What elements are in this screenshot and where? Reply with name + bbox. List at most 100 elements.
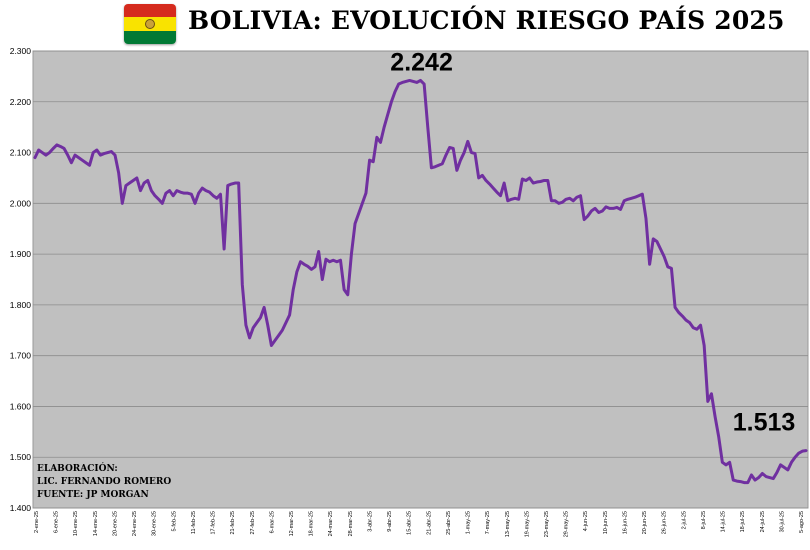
- data-point: [347, 294, 349, 296]
- data-point: [671, 268, 673, 270]
- data-point: [467, 141, 469, 143]
- data-point: [314, 266, 316, 268]
- data-point: [576, 196, 578, 198]
- data-point: [580, 195, 582, 197]
- data-point: [732, 479, 734, 481]
- data-point: [201, 187, 203, 189]
- data-point: [496, 191, 498, 193]
- data-point: [434, 166, 436, 168]
- data-point: [489, 183, 491, 185]
- data-point: [703, 345, 705, 347]
- data-point: [529, 177, 531, 179]
- data-point: [431, 167, 433, 169]
- data-point: [343, 289, 345, 291]
- data-point: [605, 206, 607, 208]
- data-point: [525, 180, 527, 182]
- data-point: [522, 178, 524, 180]
- x-tick-label: 12-mar-25: [289, 511, 295, 536]
- data-point: [140, 190, 142, 192]
- data-point: [111, 151, 113, 153]
- data-point: [45, 154, 47, 156]
- x-tick-label: 7-may-25: [485, 511, 491, 534]
- data-point: [132, 180, 134, 182]
- data-point: [380, 142, 382, 144]
- flag-emblem-icon: [145, 19, 155, 29]
- x-tick-label: 14-jul-25: [721, 511, 727, 532]
- data-point: [256, 322, 258, 324]
- x-tick-label: 5-feb-25: [171, 511, 177, 532]
- data-point: [151, 190, 153, 192]
- data-point: [776, 472, 778, 474]
- data-point: [616, 207, 618, 209]
- data-point: [452, 148, 454, 150]
- y-tick-label: 1.800: [10, 300, 32, 310]
- data-point: [38, 149, 40, 151]
- data-point: [631, 197, 633, 199]
- data-point: [711, 393, 713, 395]
- data-point: [245, 324, 247, 326]
- y-tick-label: 2.100: [10, 148, 32, 158]
- data-point: [551, 200, 553, 202]
- data-point: [423, 83, 425, 85]
- data-point: [52, 148, 54, 150]
- data-point: [674, 307, 676, 309]
- x-tick-label: 19-may-25: [524, 511, 530, 537]
- data-point: [274, 340, 276, 342]
- data-point: [300, 261, 302, 263]
- x-tick-label: 14-ene-25: [93, 511, 99, 536]
- data-point: [565, 198, 567, 200]
- x-tick-label: 3-abr-25: [367, 511, 373, 532]
- x-tick-label: 6-mar-25: [269, 511, 275, 533]
- data-point: [376, 137, 378, 139]
- data-point: [183, 192, 185, 194]
- data-point: [743, 482, 745, 484]
- data-point: [332, 259, 334, 261]
- data-point: [402, 82, 404, 84]
- data-point: [187, 192, 189, 194]
- data-point: [165, 192, 167, 194]
- data-point: [198, 192, 200, 194]
- data-point: [532, 182, 534, 184]
- y-tick-label: 1.900: [10, 249, 32, 259]
- data-point: [41, 152, 43, 154]
- data-point: [478, 177, 480, 179]
- data-point: [398, 83, 400, 85]
- x-tick-label: 20-jun-25: [642, 511, 648, 534]
- x-tick-label: 1-may-25: [466, 511, 472, 534]
- data-point: [252, 327, 254, 329]
- data-point: [205, 190, 207, 192]
- data-point: [172, 195, 174, 197]
- data-point: [438, 164, 440, 166]
- data-point: [147, 180, 149, 182]
- data-label: 2.242: [390, 48, 453, 76]
- data-point: [405, 81, 407, 83]
- x-tick-label: 6-ene-25: [54, 511, 60, 533]
- data-point: [642, 193, 644, 195]
- data-point: [558, 203, 560, 205]
- data-point: [460, 159, 462, 161]
- x-tick-label: 20-ene-25: [112, 511, 118, 536]
- data-point: [794, 456, 796, 458]
- x-tick-label: 30-jul-25: [779, 511, 785, 532]
- data-point: [194, 203, 196, 205]
- data-point: [492, 187, 494, 189]
- data-point: [652, 238, 654, 240]
- data-point: [358, 213, 360, 215]
- data-point: [289, 314, 291, 316]
- data-label: 1.513: [733, 409, 796, 437]
- data-point: [67, 154, 69, 156]
- data-point: [518, 198, 520, 200]
- x-tick-label: 4-jun-25: [583, 511, 589, 531]
- data-point: [772, 478, 774, 480]
- data-point: [318, 251, 320, 253]
- y-tick-label: 2.000: [10, 198, 32, 208]
- data-point: [234, 182, 236, 184]
- x-tick-label: 21-feb-25: [230, 511, 236, 535]
- data-point: [572, 200, 574, 202]
- data-point: [307, 265, 309, 267]
- data-point: [121, 203, 123, 205]
- data-point: [427, 126, 429, 128]
- x-tick-label: 15-abr-25: [407, 511, 413, 535]
- x-tick-label: 13-may-25: [505, 511, 511, 537]
- x-tick-label: 28-mar-25: [348, 511, 354, 536]
